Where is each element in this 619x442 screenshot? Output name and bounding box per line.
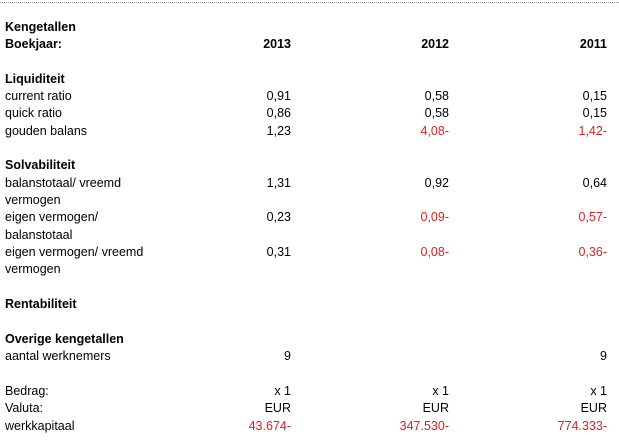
metric-label: eigen vermogen/	[5, 210, 99, 225]
footer-label: Bedrag:	[5, 383, 49, 398]
metric-value: 0,15	[582, 88, 607, 103]
metric-value: 0,91	[266, 88, 291, 103]
footer-value: 43.674-	[248, 418, 291, 433]
metric-label: aantal werknemers	[5, 349, 111, 364]
section-title: Solvabiliteit	[5, 158, 76, 173]
header-label: Boekjaar:	[5, 36, 62, 51]
metric-value: 1,42-	[578, 123, 608, 138]
footer-value: EUR	[580, 401, 607, 416]
metric-label: gouden balans	[5, 123, 88, 138]
footer-label: werkkapitaal	[5, 418, 75, 433]
metric-value: 0,15	[582, 106, 607, 121]
metric-value: 0,86	[266, 106, 291, 121]
metric-value: 1,31	[266, 175, 291, 190]
year: 2012	[421, 36, 449, 51]
footer-label: Valuta:	[5, 401, 43, 416]
year: 2011	[579, 36, 607, 51]
metric-label: current ratio	[5, 88, 72, 103]
metric-value: 0,36-	[578, 245, 608, 260]
metric-label: quick ratio	[5, 106, 62, 121]
metric-value: 9	[284, 349, 291, 364]
metric-label: balanstotaal/ vreemd	[5, 175, 122, 190]
section-title: Liquiditeit	[5, 71, 65, 86]
footer-value: EUR	[422, 401, 449, 416]
metric-value: 4,08-	[420, 123, 450, 138]
title: Kengetallen	[5, 19, 76, 34]
metric-value: 0,92	[424, 175, 449, 190]
metric-value: 0,23	[266, 210, 291, 225]
year: 2013	[263, 36, 291, 51]
metric-value: 0,64	[582, 175, 607, 190]
metric-label: eigen vermogen/ vreemd	[5, 245, 144, 260]
metric-value: 0,09-	[420, 210, 450, 225]
metric-value: 0,57-	[578, 210, 608, 225]
footer-value: x 1	[274, 383, 291, 398]
metric-label: balanstotaal	[5, 227, 73, 242]
footer-value: 774.333-	[557, 418, 607, 433]
metric-value: 9	[600, 349, 607, 364]
metric-label: vermogen	[5, 193, 61, 207]
metric-value: 0,31	[266, 245, 291, 260]
metric-value: 1,23	[266, 123, 291, 138]
metric-value: 0,58	[424, 88, 449, 103]
metric-label: vermogen	[5, 262, 61, 277]
footer-value: 347.530-	[399, 418, 449, 433]
section-title: Rentabiliteit	[5, 297, 77, 312]
section-title: Overige kengetallen	[5, 331, 124, 346]
metric-value: 0,08-	[420, 245, 450, 260]
footer-value: EUR	[264, 401, 291, 416]
metric-value: 0,58	[424, 106, 449, 121]
footer-value: x 1	[432, 383, 449, 398]
dotted-border	[0, 2, 619, 3]
footer-value: x 1	[590, 383, 607, 398]
